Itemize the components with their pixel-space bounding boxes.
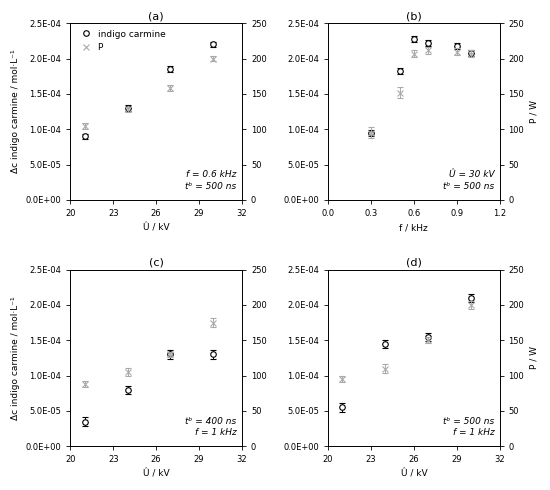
Y-axis label: Δc indigo carmine / mol·L⁻¹: Δc indigo carmine / mol·L⁻¹ [11,296,20,420]
Title: (b): (b) [406,11,422,21]
Text: tᵇ = 500 ns
f = 1 kHz: tᵇ = 500 ns f = 1 kHz [443,416,494,438]
Text: tᵇ = 400 ns
f = 1 kHz: tᵇ = 400 ns f = 1 kHz [185,416,236,438]
Y-axis label: Δc indigo carmine / mol·L⁻¹: Δc indigo carmine / mol·L⁻¹ [11,50,20,173]
Y-axis label: P / W: P / W [530,100,539,123]
Title: (d): (d) [406,258,422,268]
Title: (a): (a) [148,11,164,21]
Y-axis label: P / W: P / W [530,346,539,369]
Text: f = 0.6 kHz
tᵇ = 500 ns: f = 0.6 kHz tᵇ = 500 ns [185,171,236,191]
X-axis label: Û / kV: Û / kV [400,470,427,479]
Text: Û = 30 kV
tᵇ = 500 ns: Û = 30 kV tᵇ = 500 ns [443,171,494,191]
Legend: indigo carmine, P: indigo carmine, P [75,28,167,54]
X-axis label: Û / kV: Û / kV [143,470,169,479]
X-axis label: f / kHz: f / kHz [399,223,428,232]
X-axis label: Û / kV: Û / kV [143,223,169,232]
Title: (c): (c) [148,258,163,268]
